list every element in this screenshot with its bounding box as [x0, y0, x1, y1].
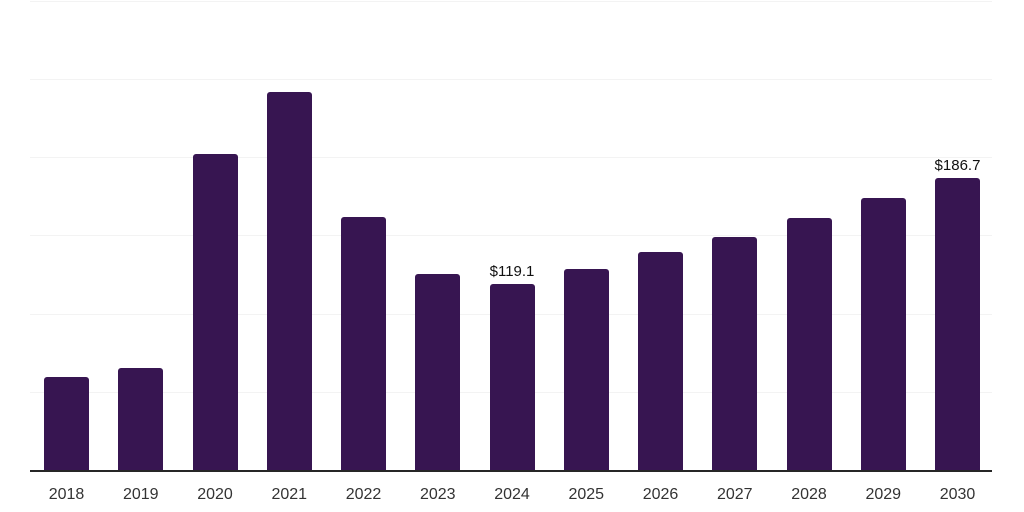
bars-layer — [30, 0, 992, 472]
bar-2021 — [266, 92, 312, 470]
data-label-layer: $119.1 $186.7 — [30, 0, 992, 472]
x-tick-2025: 2025 — [568, 486, 605, 503]
x-tick-2020: 2020 — [197, 486, 233, 503]
x-axis-line — [30, 470, 992, 472]
x-tick-2030: 2030 — [939, 486, 976, 503]
x-tick-2024: 2024 — [494, 486, 530, 503]
bar-2023 — [415, 273, 461, 470]
bar-2026 — [638, 252, 683, 470]
x-tick-2023: 2023 — [419, 486, 456, 503]
x-tick-2028: 2028 — [791, 486, 827, 503]
x-tick-2022: 2022 — [345, 486, 382, 503]
x-tick-2026: 2026 — [642, 486, 679, 503]
bar-2027 — [712, 236, 758, 470]
bar-2020 — [192, 154, 238, 470]
gridline-250 — [30, 79, 992, 80]
x-tick-2021: 2021 — [271, 486, 308, 503]
bar-2022 — [341, 217, 386, 470]
bar-2019 — [118, 367, 164, 470]
gridline-300 — [30, 1, 992, 2]
bar-2025 — [563, 268, 609, 470]
plot-area: $119.1 $186.7 — [30, 0, 992, 472]
bar-2018 — [44, 377, 89, 470]
x-tick-2029: 2029 — [865, 486, 902, 503]
bar-2029 — [860, 197, 906, 470]
x-tick-2018: 2018 — [48, 486, 85, 503]
x-tick-2027: 2027 — [716, 486, 753, 503]
x-tick-2019: 2019 — [122, 486, 159, 503]
gridline-150 — [30, 235, 992, 236]
bar-2024 — [489, 283, 535, 470]
data-label-2030: $186.7 — [934, 156, 981, 174]
data-label-2024: $119.1 — [489, 262, 535, 280]
bar-2030 — [935, 177, 980, 470]
gridline-200 — [30, 157, 992, 158]
bar-2028 — [786, 218, 832, 470]
